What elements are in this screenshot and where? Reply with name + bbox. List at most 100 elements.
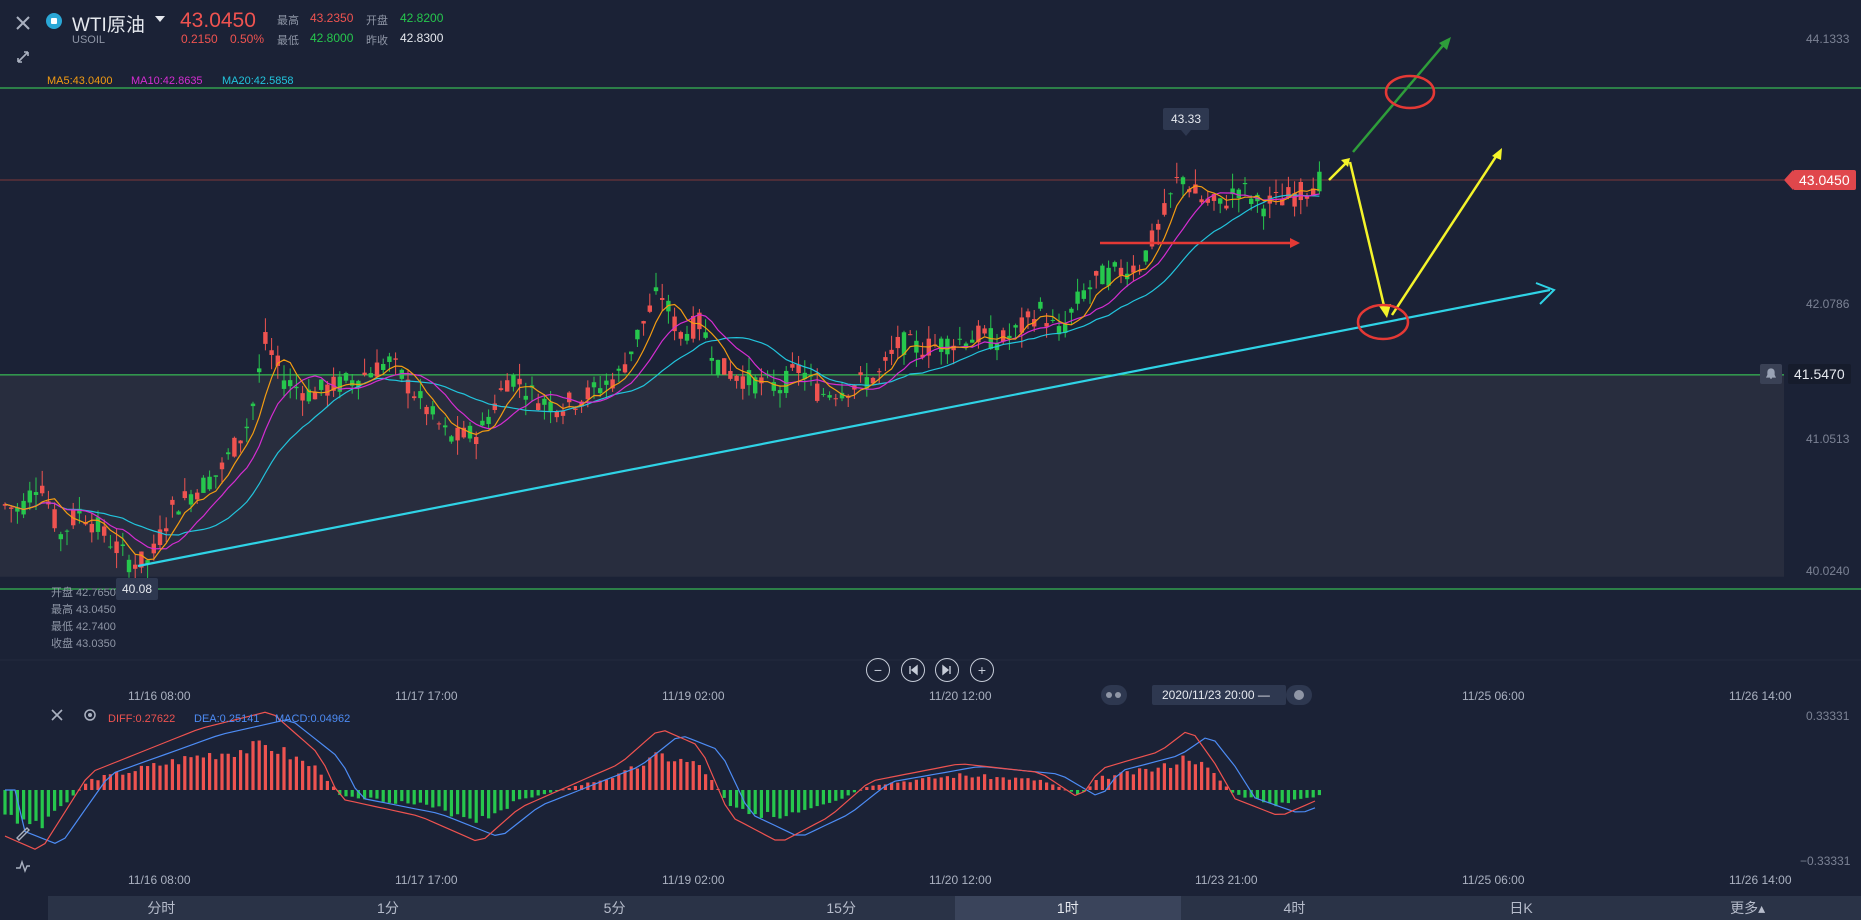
macd-bar <box>1088 786 1092 790</box>
tab-5min[interactable]: 5分 <box>603 900 626 916</box>
x-tick: 11/26 14:00 <box>1729 689 1792 703</box>
zoom-in-button[interactable]: + <box>970 658 994 682</box>
macd-bar <box>1299 790 1303 799</box>
candle-body <box>1131 265 1136 273</box>
candle-body <box>740 376 745 389</box>
candle-body <box>653 287 659 292</box>
peak-pointer <box>1181 130 1191 136</box>
x-tick: 11/16 08:00 <box>128 689 191 703</box>
candle-body <box>970 339 975 343</box>
candle-body <box>40 485 45 494</box>
candle-body <box>139 551 144 568</box>
x-tick: 11/20 12:00 <box>929 873 992 887</box>
macd-bar <box>456 790 460 815</box>
macd-bar <box>387 790 391 803</box>
macd-bar <box>685 761 689 790</box>
draw-tool-icon[interactable] <box>9 818 37 846</box>
jump-end-button[interactable] <box>935 658 959 682</box>
jump-start-button[interactable] <box>901 658 925 682</box>
macd-close-icon[interactable] <box>47 705 67 725</box>
tab-fenshi[interactable]: 分时 <box>147 900 176 916</box>
y-tick: 41.0513 <box>1806 432 1850 446</box>
candle-body <box>963 343 969 348</box>
macd-bar <box>803 790 807 810</box>
candle-body <box>951 345 956 351</box>
candle-body <box>486 416 491 425</box>
macd-bar <box>592 782 596 790</box>
macd-bar <box>1268 790 1272 804</box>
range-zone <box>0 374 1784 577</box>
tab-1hour[interactable]: 1时 <box>954 896 1182 920</box>
candle-body <box>1106 267 1111 286</box>
candle-body <box>554 411 559 418</box>
macd-bar <box>251 741 255 790</box>
macd-bar <box>1076 790 1080 795</box>
macd-bar <box>921 778 925 790</box>
macd-bar <box>1045 782 1049 790</box>
macd-settings-icon[interactable] <box>80 705 100 725</box>
candle-body <box>1236 189 1241 199</box>
candle-body <box>536 403 541 411</box>
macd-bar <box>939 777 943 790</box>
macd-bar <box>840 790 844 799</box>
candle-body <box>715 359 721 375</box>
crosshair-left-handle[interactable] <box>1101 685 1127 705</box>
indicator-tool-icon[interactable] <box>9 852 37 880</box>
symbol-name[interactable]: WTI原油 <box>72 15 145 36</box>
candle-body <box>288 380 293 387</box>
macd-bar <box>871 785 875 790</box>
macd-bar <box>127 772 131 790</box>
tab-15min[interactable]: 15分 <box>826 900 856 916</box>
alert-bell-icon[interactable] <box>1760 364 1782 384</box>
candle-body <box>827 395 832 398</box>
macd-bar <box>542 790 546 795</box>
macd-bar <box>673 761 677 790</box>
ohlc-close: 收盘 43.0350 <box>51 638 116 650</box>
candle-body <box>52 509 57 529</box>
tab-daily[interactable]: 日K <box>1509 900 1533 916</box>
macd-bar <box>338 790 342 796</box>
candle-body <box>1156 223 1161 230</box>
ma20-line <box>4 194 1320 536</box>
tab-more[interactable]: 更多▴ <box>1730 900 1766 916</box>
candle-body <box>746 370 752 386</box>
macd-bar <box>1125 771 1129 790</box>
candle-body <box>957 338 962 340</box>
candle-body <box>325 384 330 396</box>
macd-bar <box>784 790 788 817</box>
candle-body <box>660 297 665 300</box>
candle-body <box>877 371 882 373</box>
macd-bar <box>15 790 19 824</box>
macd-bar <box>914 779 918 790</box>
macd-bar <box>363 790 367 800</box>
macd-bar <box>59 790 63 807</box>
low-label-box: 40.08 <box>116 578 158 600</box>
candle-body <box>1069 308 1074 313</box>
candle-body <box>492 403 497 410</box>
candle-body <box>95 517 101 532</box>
candle-body <box>1193 184 1198 194</box>
candle-body <box>703 332 708 338</box>
candle-body <box>1261 208 1266 217</box>
macd-bar <box>617 773 621 790</box>
symbol-dropdown-icon[interactable] <box>155 16 165 22</box>
macd-bar <box>325 780 329 790</box>
current-price-tag: 43.0450 <box>1793 170 1856 190</box>
candle-body <box>945 338 950 355</box>
tab-1min[interactable]: 1分 <box>377 900 399 916</box>
macd-y-tick: 0.33331 <box>1806 709 1850 723</box>
candle-body <box>1211 194 1217 201</box>
close-icon[interactable] <box>8 8 38 38</box>
macd-bar <box>890 782 894 790</box>
macd-bar <box>1057 786 1061 790</box>
macd-bar <box>46 790 50 817</box>
zoom-out-button[interactable]: − <box>866 658 890 682</box>
collapse-icon[interactable] <box>8 42 38 72</box>
ma5-legend: MA5:43.0400 <box>47 75 113 87</box>
candle-body <box>405 379 411 394</box>
crosshair-right-handle[interactable] <box>1286 685 1312 705</box>
tab-4hour[interactable]: 4时 <box>1283 900 1306 916</box>
candle-body <box>641 321 646 324</box>
